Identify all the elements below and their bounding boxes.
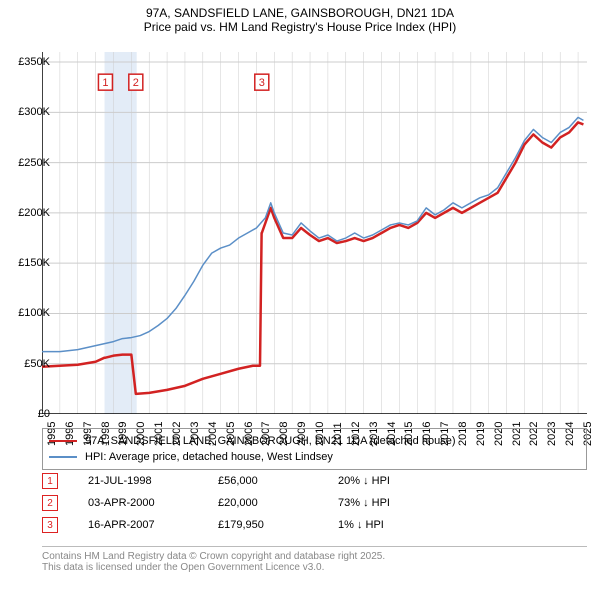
legend-swatch: [49, 440, 77, 443]
sale-price: £56,000: [218, 475, 338, 487]
sale-marker: 3: [42, 517, 58, 533]
sale-marker: 2: [42, 495, 58, 511]
svg-text:1: 1: [102, 77, 108, 89]
legend-row: HPI: Average price, detached house, West…: [49, 449, 580, 465]
attribution-line-1: Contains HM Land Registry data © Crown c…: [42, 551, 587, 562]
ytick-label: £250K: [18, 157, 50, 169]
ytick-label: £300K: [18, 106, 50, 118]
title-block: 97A, SANDSFIELD LANE, GAINSBOROUGH, DN21…: [0, 0, 600, 34]
legend-swatch: [49, 456, 77, 458]
legend: 97A, SANDSFIELD LANE, GAINSBOROUGH, DN21…: [42, 428, 587, 470]
ytick-label: £100K: [18, 307, 50, 319]
ytick-label: £50K: [24, 358, 50, 370]
attribution-line-2: This data is licensed under the Open Gov…: [42, 562, 587, 573]
sale-delta: 73% ↓ HPI: [338, 497, 458, 509]
sale-date: 16-APR-2007: [88, 519, 218, 531]
sale-date: 21-JUL-1998: [88, 475, 218, 487]
sales-row: 1 21-JUL-1998£56,00020% ↓ HPI: [42, 470, 587, 492]
chart-svg: 1 2 3: [42, 52, 587, 414]
root: 97A, SANDSFIELD LANE, GAINSBOROUGH, DN21…: [0, 0, 600, 590]
sales-row: 3 16-APR-2007£179,9501% ↓ HPI: [42, 514, 587, 536]
ytick-label: £350K: [18, 56, 50, 68]
svg-text:2: 2: [133, 77, 139, 89]
svg-text:3: 3: [259, 77, 265, 89]
sale-price: £20,000: [218, 497, 338, 509]
sale-date: 03-APR-2000: [88, 497, 218, 509]
title-line-2: Price paid vs. HM Land Registry's House …: [0, 20, 600, 34]
sale-delta: 20% ↓ HPI: [338, 475, 458, 487]
legend-label: 97A, SANDSFIELD LANE, GAINSBOROUGH, DN21…: [85, 435, 455, 447]
sales-row: 2 03-APR-2000£20,00073% ↓ HPI: [42, 492, 587, 514]
ytick-label: £150K: [18, 257, 50, 269]
sale-delta: 1% ↓ HPI: [338, 519, 458, 531]
sale-price: £179,950: [218, 519, 338, 531]
ytick-label: £0: [38, 408, 50, 420]
attribution: Contains HM Land Registry data © Crown c…: [42, 546, 587, 573]
legend-row: 97A, SANDSFIELD LANE, GAINSBOROUGH, DN21…: [49, 433, 580, 449]
sale-marker: 1: [42, 473, 58, 489]
legend-label: HPI: Average price, detached house, West…: [85, 451, 333, 463]
title-line-1: 97A, SANDSFIELD LANE, GAINSBOROUGH, DN21…: [0, 6, 600, 20]
sales-table: 1 21-JUL-1998£56,00020% ↓ HPI 2 03-APR-2000…: [42, 470, 587, 536]
ytick-label: £200K: [18, 207, 50, 219]
